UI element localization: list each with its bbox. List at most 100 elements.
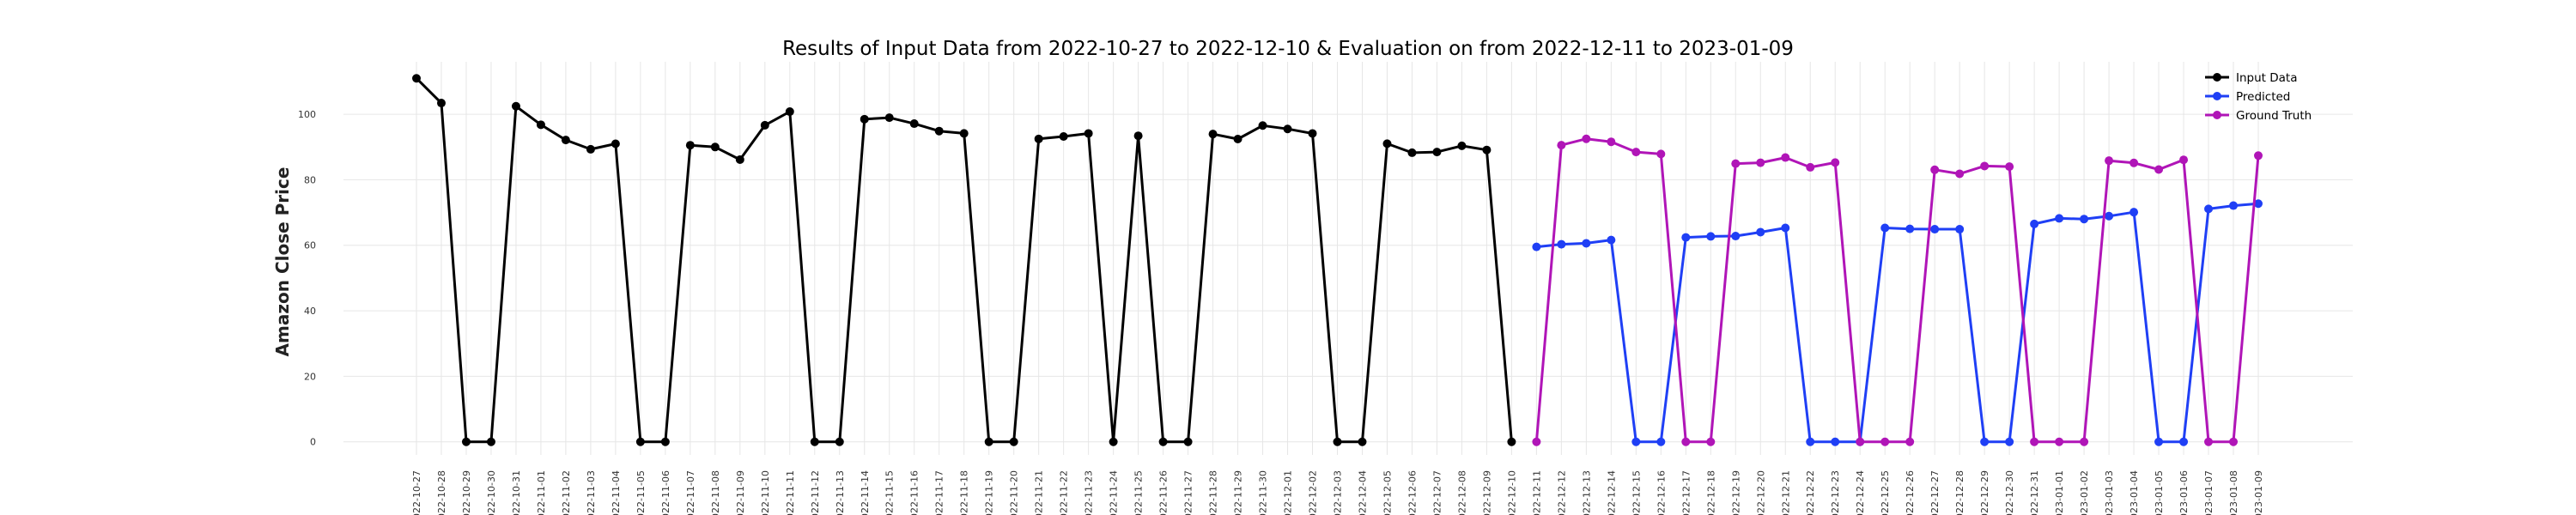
data-point bbox=[1183, 437, 1193, 446]
x-tick-label: 023-01-01 bbox=[2054, 470, 2065, 515]
x-tick-label: 023-01-03 bbox=[2104, 470, 2115, 515]
x-tick-label: 022-11-09 bbox=[735, 470, 746, 515]
x-tick-label: 022-11-20 bbox=[1009, 470, 1020, 515]
x-tick-label: 022-11-03 bbox=[586, 470, 597, 515]
x-tick-label: 022-12-27 bbox=[1929, 470, 1941, 515]
grid bbox=[343, 62, 2353, 455]
x-tick-label: 022-12-23 bbox=[1830, 470, 1841, 515]
x-tick-label: 022-12-08 bbox=[1456, 470, 1467, 515]
x-tick-label: 022-12-25 bbox=[1880, 470, 1891, 515]
data-point bbox=[1507, 437, 1516, 446]
data-point bbox=[934, 126, 944, 136]
data-point bbox=[1333, 437, 1342, 446]
data-point bbox=[1731, 232, 1741, 241]
x-tick-label: 022-12-03 bbox=[1333, 470, 1344, 515]
legend-swatch-marker bbox=[2213, 73, 2221, 82]
data-point bbox=[561, 136, 570, 145]
data-point bbox=[1233, 134, 1242, 143]
x-tick-label: 022-12-18 bbox=[1705, 470, 1716, 515]
data-point bbox=[860, 114, 869, 124]
data-point bbox=[2055, 437, 2064, 446]
data-point bbox=[1158, 437, 1168, 446]
x-tick-label: 022-11-04 bbox=[611, 470, 622, 515]
x-axis-ticks: 022-10-27 022-10-28 022-10-29 022-10-30 022-… bbox=[411, 470, 2264, 515]
x-tick-label: 022-12-30 bbox=[2004, 470, 2015, 515]
x-tick-label: 023-01-02 bbox=[2079, 470, 2090, 515]
x-tick-label: 022-11-13 bbox=[835, 470, 846, 515]
x-tick-label: 022-12-09 bbox=[1481, 470, 1492, 515]
x-tick-label: 022-11-23 bbox=[1084, 470, 1095, 515]
data-point bbox=[1706, 437, 1716, 446]
data-point bbox=[1582, 239, 1591, 248]
series-layer bbox=[412, 74, 2263, 446]
data-point bbox=[1880, 437, 1890, 446]
y-tick-label: 100 bbox=[298, 109, 316, 120]
data-point bbox=[1831, 158, 1840, 167]
chart-title: Results of Input Data from 2022-10-27 to… bbox=[782, 38, 1794, 60]
series-line bbox=[1536, 202, 2259, 444]
data-point bbox=[436, 99, 446, 108]
data-point bbox=[1756, 227, 1765, 237]
data-point bbox=[2030, 219, 2039, 228]
data-point bbox=[1681, 437, 1691, 446]
data-point bbox=[2030, 437, 2039, 446]
data-point bbox=[1482, 145, 1492, 154]
x-tick-label: 023-01-09 bbox=[2253, 470, 2264, 515]
x-tick-label: 022-12-22 bbox=[1805, 470, 1816, 515]
data-point bbox=[1681, 233, 1691, 242]
data-point bbox=[1656, 437, 1666, 446]
data-point bbox=[1806, 437, 1815, 446]
data-point bbox=[2179, 155, 2189, 165]
data-point bbox=[486, 437, 495, 446]
data-point bbox=[1582, 134, 1591, 143]
legend-swatch-marker bbox=[2213, 92, 2221, 100]
data-point bbox=[710, 142, 720, 152]
legend: Input Data Predicted Ground Truth bbox=[2205, 71, 2312, 123]
x-tick-label: 022-12-05 bbox=[1382, 470, 1393, 515]
data-point bbox=[611, 139, 620, 148]
data-point bbox=[2254, 199, 2263, 209]
legend-swatch-marker bbox=[2213, 111, 2221, 119]
data-point bbox=[2229, 201, 2239, 210]
x-tick-label: 022-12-04 bbox=[1357, 470, 1368, 515]
data-point bbox=[1009, 437, 1018, 446]
x-tick-label: 022-11-22 bbox=[1059, 470, 1070, 515]
x-tick-label: 023-01-04 bbox=[2129, 470, 2140, 515]
data-point bbox=[1208, 130, 1218, 139]
data-point bbox=[1532, 242, 1541, 251]
data-point bbox=[1532, 437, 1541, 446]
y-tick-label: 60 bbox=[304, 240, 316, 251]
data-point bbox=[1930, 225, 1940, 234]
x-tick-label: 022-11-25 bbox=[1133, 470, 1145, 515]
x-tick-label: 022-11-30 bbox=[1258, 470, 1269, 515]
x-tick-label: 022-12-10 bbox=[1506, 470, 1517, 515]
x-tick-label: 022-12-07 bbox=[1431, 470, 1443, 515]
x-tick-label: 022-11-19 bbox=[984, 470, 995, 515]
x-tick-label: 022-12-31 bbox=[2029, 470, 2040, 515]
data-point bbox=[1781, 153, 1790, 162]
x-tick-label: 022-12-06 bbox=[1406, 470, 1418, 515]
data-point bbox=[2154, 437, 2164, 446]
data-point bbox=[2154, 165, 2164, 174]
data-point bbox=[909, 119, 919, 129]
legend-label: Ground Truth bbox=[2236, 109, 2312, 123]
data-point bbox=[1283, 124, 1292, 134]
data-point bbox=[2129, 208, 2139, 217]
series-predicted bbox=[1532, 199, 2263, 446]
x-tick-label: 023-01-08 bbox=[2228, 470, 2239, 515]
data-point bbox=[1358, 437, 1367, 446]
x-tick-label: 022-11-26 bbox=[1158, 470, 1170, 515]
x-tick-label: 022-12-26 bbox=[1905, 470, 1916, 515]
x-tick-label: 022-12-29 bbox=[1979, 470, 1990, 515]
y-axis-label: Amazon Close Price bbox=[272, 167, 293, 357]
x-tick-label: 023-01-05 bbox=[2154, 470, 2165, 515]
x-tick-label: 022-12-12 bbox=[1556, 470, 1567, 515]
data-point bbox=[1756, 158, 1765, 167]
x-tick-label: 022-11-06 bbox=[660, 470, 671, 515]
x-tick-label: 022-11-07 bbox=[685, 470, 696, 515]
x-tick-label: 022-11-10 bbox=[760, 470, 771, 515]
data-point bbox=[1034, 134, 1043, 143]
x-tick-label: 022-11-27 bbox=[1183, 470, 1194, 515]
